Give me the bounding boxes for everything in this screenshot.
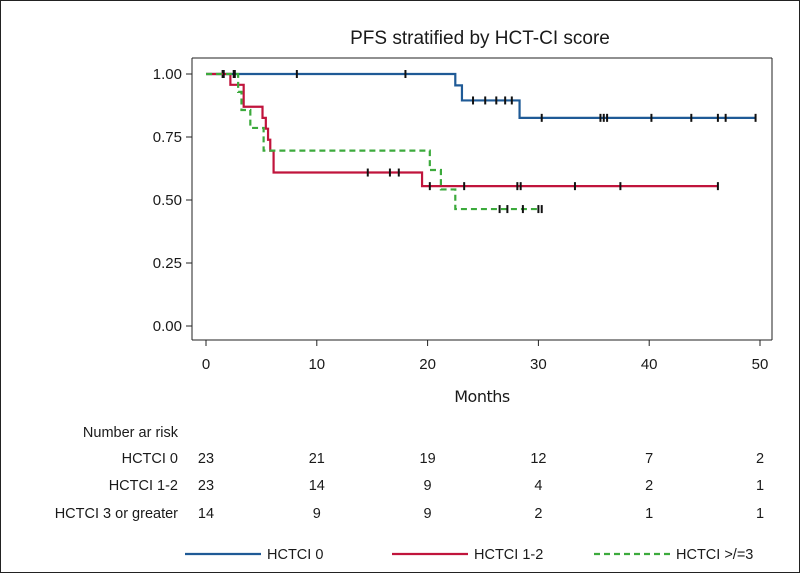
- risk-value: 7: [645, 451, 653, 467]
- risk-value: 1: [645, 506, 653, 522]
- curves-group: [206, 70, 757, 214]
- legend-label-1: HCTCI 1-2: [474, 547, 543, 563]
- x-tick-label: 50: [752, 356, 769, 373]
- risk-row-label: HCTCI 3 or greater: [55, 506, 178, 522]
- legend-label-2: HCTCI >/=3: [676, 547, 753, 563]
- risk-value: 1: [756, 506, 764, 522]
- x-tick-label: 40: [641, 356, 658, 373]
- series-line-1: [206, 72, 718, 188]
- series-line-2: [206, 72, 541, 211]
- axes-group: 0.00 0.25 0.50 0.75 1.00 0 10 20 30 40 50: [153, 57, 773, 373]
- risk-value: 9: [424, 478, 432, 494]
- x-tick-label: 0: [202, 356, 210, 373]
- risk-value: 23: [198, 478, 214, 494]
- risk-table-heading: Number ar risk: [83, 425, 179, 441]
- x-tick-label: 30: [530, 356, 547, 373]
- risk-value: 14: [309, 478, 325, 494]
- risk-value: 2: [645, 478, 653, 494]
- y-tick-label: 0.50: [153, 192, 182, 209]
- chart-title: PFS stratified by HCT-CI score: [350, 28, 610, 49]
- risk-value: 2: [534, 506, 542, 522]
- risk-value: 4: [534, 478, 542, 494]
- x-tick-label: 10: [308, 356, 325, 373]
- series-line-0: [206, 72, 756, 119]
- x-axis-label: Months: [454, 387, 510, 406]
- y-tick-label: 1.00: [153, 66, 182, 83]
- y-tick-label: 0.25: [153, 255, 182, 272]
- risk-row-label: HCTCI 1-2: [109, 478, 178, 494]
- risk-row-label: HCTCI 0: [122, 451, 178, 467]
- risk-value: 2: [756, 451, 764, 467]
- y-tick-label: 0.00: [153, 318, 182, 335]
- risk-value: 14: [198, 506, 214, 522]
- risk-value: 19: [420, 451, 436, 467]
- risk-value: 21: [309, 451, 325, 467]
- legend-label-0: HCTCI 0: [267, 547, 323, 563]
- y-tick-label: 0.75: [153, 129, 182, 146]
- risk-value: 23: [198, 451, 214, 467]
- risk-value: 9: [424, 506, 432, 522]
- risk-value: 9: [313, 506, 321, 522]
- risk-value: 1: [756, 478, 764, 494]
- legend: HCTCI 0 HCTCI 1-2 HCTCI >/=3: [185, 547, 753, 563]
- risk-value: 12: [530, 451, 546, 467]
- x-tick-label: 20: [419, 356, 436, 373]
